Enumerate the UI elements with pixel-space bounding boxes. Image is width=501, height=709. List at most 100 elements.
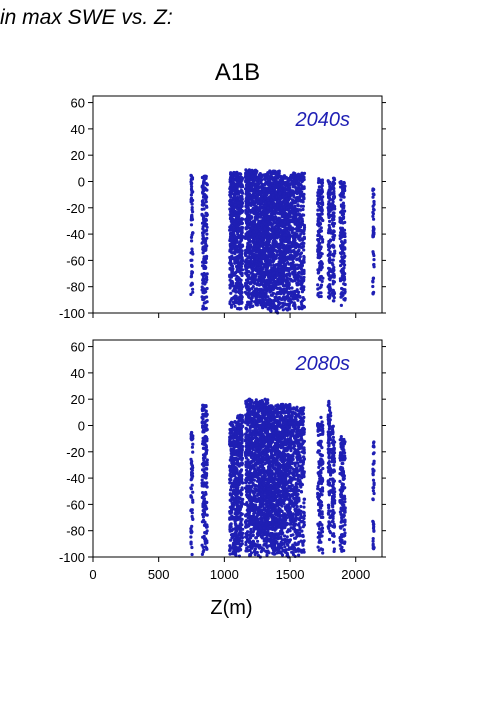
data-point: [204, 409, 208, 413]
data-point: [236, 258, 240, 263]
data-point: [320, 199, 324, 203]
point-cluster: [189, 173, 195, 296]
data-point: [331, 270, 335, 274]
data-point: [204, 260, 208, 265]
data-point: [331, 221, 335, 225]
data-point: [298, 216, 302, 220]
data-point: [249, 178, 253, 182]
data-point: [189, 193, 193, 197]
data-point: [317, 270, 321, 274]
data-point: [229, 262, 233, 266]
data-point: [201, 227, 205, 231]
data-point: [342, 251, 346, 255]
data-point: [190, 206, 194, 210]
data-point: [294, 242, 299, 246]
data-point: [202, 493, 206, 497]
data-point: [239, 172, 243, 176]
data-point: [255, 191, 259, 195]
data-point: [239, 298, 243, 302]
data-point: [261, 275, 265, 279]
data-point: [302, 186, 306, 190]
data-point: [228, 439, 232, 443]
data-point: [204, 204, 209, 208]
data-point: [317, 241, 321, 245]
data-point: [296, 257, 300, 261]
data-point: [246, 256, 250, 260]
data-point: [191, 231, 195, 235]
data-point: [371, 234, 375, 239]
data-point: [293, 172, 297, 176]
data-point: [239, 259, 243, 263]
data-point: [272, 303, 276, 307]
data-point: [228, 498, 232, 502]
y-tick-label: 60: [71, 96, 85, 111]
data-point: [263, 227, 267, 231]
data-point: [285, 255, 290, 259]
data-point: [274, 268, 278, 272]
data-point: [240, 295, 244, 299]
data-point: [371, 284, 375, 289]
data-point: [290, 180, 294, 184]
data-point: [261, 234, 265, 238]
data-point: [253, 212, 257, 216]
data-point: [256, 300, 260, 304]
data-point: [343, 263, 347, 267]
data-point: [250, 226, 254, 230]
data-point: [340, 209, 344, 213]
data-point: [228, 248, 232, 252]
data-point: [279, 249, 283, 253]
data-point: [283, 239, 287, 243]
data-point: [189, 542, 193, 546]
data-point: [248, 196, 252, 200]
data-point: [267, 201, 271, 205]
data-point: [244, 254, 248, 258]
data-point: [250, 168, 254, 172]
data-point: [288, 228, 292, 232]
data-point: [202, 207, 206, 211]
data-point: [189, 177, 193, 182]
data-point: [339, 194, 343, 198]
data-point: [331, 231, 335, 235]
data-point: [236, 286, 240, 290]
data-point: [230, 269, 235, 273]
point-cluster: [200, 174, 209, 311]
data-point: [244, 183, 249, 187]
data-point: [201, 550, 205, 554]
data-point: [343, 288, 347, 292]
data-point: [300, 263, 304, 267]
data-point: [268, 237, 272, 242]
data-point: [283, 183, 287, 187]
data-point: [244, 283, 248, 288]
data-point: [190, 282, 194, 286]
data-point: [271, 247, 275, 251]
data-point: [275, 170, 279, 174]
data-point: [295, 277, 299, 281]
data-point: [257, 275, 261, 279]
data-point: [298, 191, 302, 195]
data-point: [371, 187, 375, 191]
data-point: [333, 178, 337, 182]
data-point: [328, 219, 332, 223]
data-point: [230, 280, 234, 284]
data-point: [201, 413, 206, 417]
data-point: [232, 507, 236, 511]
data-point: [283, 298, 287, 302]
data-point: [203, 436, 207, 440]
data-point: [316, 283, 320, 287]
data-point: [232, 189, 236, 193]
data-point: [274, 227, 279, 231]
data-point: [332, 290, 336, 294]
data-point: [282, 303, 286, 307]
data-point: [255, 214, 259, 219]
data-point: [236, 180, 240, 184]
data-point: [204, 174, 208, 178]
data-point: [317, 276, 321, 281]
data-point: [300, 305, 304, 309]
data-point: [228, 427, 232, 432]
data-point: [257, 283, 262, 287]
data-point: [244, 196, 249, 200]
data-point: [281, 281, 285, 285]
data-point: [280, 184, 284, 188]
data-point: [234, 246, 238, 250]
data-point: [240, 261, 244, 266]
